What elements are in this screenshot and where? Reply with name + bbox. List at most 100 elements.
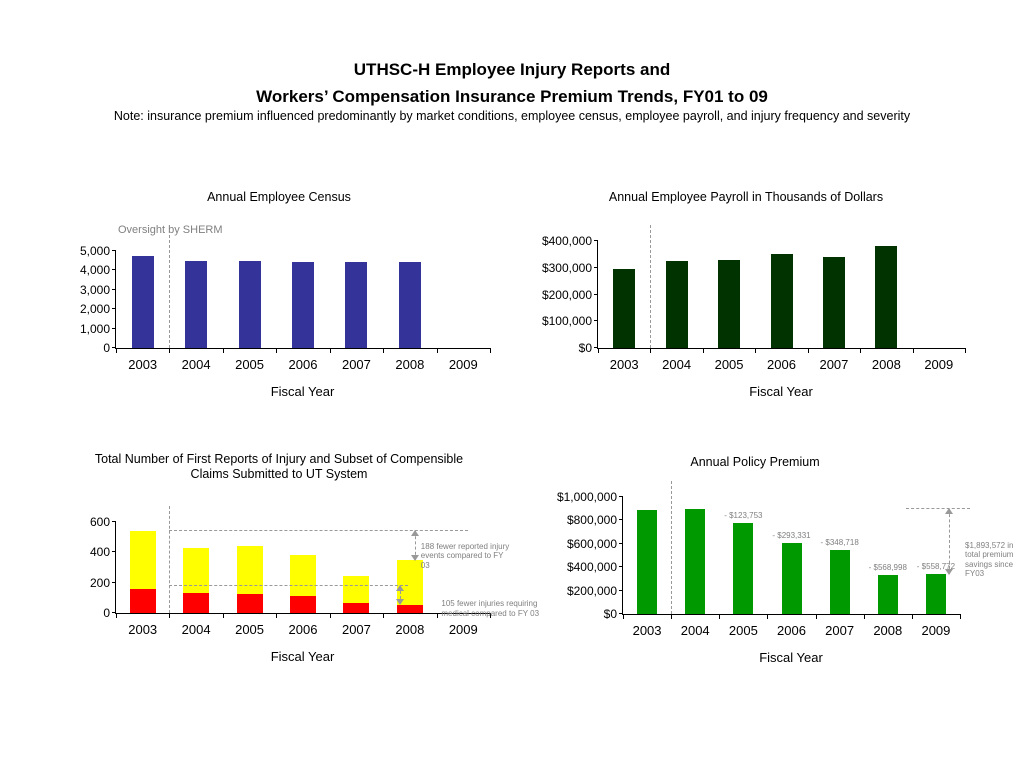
slide-note: Note: insurance premium influenced predo… [113, 109, 911, 123]
chart-injury-reports: Total Number of First Reports of Injury … [68, 452, 539, 664]
x-tick-mark [767, 614, 769, 619]
y-tick-label: 0 [103, 606, 110, 620]
annotation-fewer-medical-injuries: 105 fewer injuries requiring medical com… [441, 599, 540, 618]
y-tick-mark [112, 269, 116, 271]
y-tick-label: 4,000 [79, 263, 110, 278]
bar [396, 604, 423, 613]
bar [129, 588, 156, 613]
x-tick-mark [383, 613, 385, 618]
savings-difference-arrow [945, 507, 953, 575]
x-tick-label: 2003 [632, 623, 662, 638]
x-tick-mark [807, 348, 809, 353]
y-tick-label: 2,000 [79, 302, 110, 317]
x-tick-mark [490, 348, 491, 353]
x-tick-mark [965, 348, 966, 353]
bar [822, 257, 845, 348]
y-tick-label: 200 [89, 575, 110, 590]
bar [292, 261, 314, 348]
x-tick-label: 2008 [395, 357, 425, 372]
bar [236, 545, 263, 595]
x-tick-mark [116, 348, 117, 353]
y-tick-label: $0 [578, 341, 592, 355]
x-tick-label: 2004 [181, 622, 211, 637]
y-tick-mark [112, 581, 116, 583]
x-tick-mark [490, 613, 491, 618]
bar [343, 603, 370, 613]
x-tick-mark [436, 348, 438, 353]
fy03-medical-reference-line [169, 585, 408, 587]
bar [875, 246, 898, 348]
x-tick-mark [436, 613, 438, 618]
x-axis-title: Fiscal Year [749, 384, 813, 399]
bar [733, 523, 754, 614]
y-tick-mark [112, 551, 116, 553]
x-tick-label: 2005 [235, 357, 265, 372]
y-tick-mark [594, 266, 598, 268]
y-tick-mark [594, 240, 598, 241]
bar [290, 596, 316, 613]
x-tick-mark [911, 614, 913, 619]
x-tick-mark [755, 348, 757, 353]
bar [613, 269, 636, 348]
x-tick-label: 2003 [609, 357, 639, 372]
y-tick-mark [594, 293, 598, 295]
y-tick-mark [594, 347, 598, 348]
x-tick-label: 2007 [341, 357, 371, 372]
injury-difference-arrow [411, 530, 420, 562]
x-tick-label: 2009 [921, 623, 951, 638]
x-tick-mark [329, 613, 331, 618]
y-tick-label: $800,000 [566, 513, 617, 528]
y-tick-mark [619, 566, 623, 568]
x-tick-mark [222, 348, 224, 353]
bar-value-label: - $568,998 [868, 563, 907, 573]
x-axis-title: Fiscal Year [270, 384, 335, 399]
x-tick-label: 2007 [341, 622, 371, 637]
fy03-total-reference-line [169, 530, 468, 532]
x-axis-title: Fiscal Year [759, 650, 823, 665]
slide-title-line1: UTHSC-H Employee Injury Reports and [353, 60, 671, 79]
x-tick-label: 2009 [448, 357, 478, 372]
bar [236, 594, 263, 613]
y-tick-mark [619, 519, 623, 521]
x-tick-mark [912, 348, 914, 353]
y-tick-label: $300,000 [541, 260, 592, 275]
x-tick-label: 2005 [235, 622, 265, 637]
y-tick-mark [112, 308, 116, 310]
bar [685, 508, 706, 614]
y-tick-mark [112, 612, 116, 613]
y-tick-label: 0 [103, 341, 110, 355]
x-tick-label: 2009 [448, 622, 478, 637]
bar [770, 254, 793, 348]
y-tick-label: $0 [603, 607, 617, 621]
oversight-divider-line [671, 481, 673, 614]
bar [183, 592, 210, 613]
bar [398, 261, 421, 348]
x-tick-label: 2008 [395, 622, 425, 637]
bar [345, 261, 368, 348]
x-tick-label: 2005 [728, 623, 758, 638]
y-tick-label: 400 [89, 545, 110, 560]
annotation-total-premium-savings: $1,893,572 in total premium savings sinc… [965, 540, 1014, 579]
slide-title: UTHSC-H Employee Injury Reports and Work… [0, 56, 1024, 110]
bar [183, 547, 210, 593]
bar-value-label: - $558,772 [916, 562, 956, 572]
x-tick-mark [222, 613, 224, 618]
y-tick-mark [112, 521, 116, 522]
bar [829, 549, 850, 614]
bar [185, 260, 208, 348]
chart-annual-employee-census: Annual Employee Census Oversight by SHER… [68, 190, 491, 399]
x-tick-mark [276, 348, 278, 353]
x-tick-label: 2006 [777, 623, 806, 638]
x-tick-mark [702, 348, 704, 353]
bar [129, 531, 156, 589]
y-tick-label: $1,000,000 [556, 490, 617, 504]
y-tick-mark [619, 542, 623, 544]
x-tick-label: 2003 [128, 622, 158, 637]
annotation-fewer-injury-events: 188 fewer reported injury events compare… [420, 541, 510, 570]
x-tick-mark [671, 614, 673, 619]
bar-value-label: - $293,331 [772, 531, 811, 541]
y-tick-mark [619, 589, 623, 591]
chart-annual-employee-payroll: Annual Employee Payroll in Thousands of … [527, 190, 966, 399]
y-tick-label: $400,000 [541, 234, 592, 248]
y-tick-label: 1,000 [79, 321, 110, 336]
